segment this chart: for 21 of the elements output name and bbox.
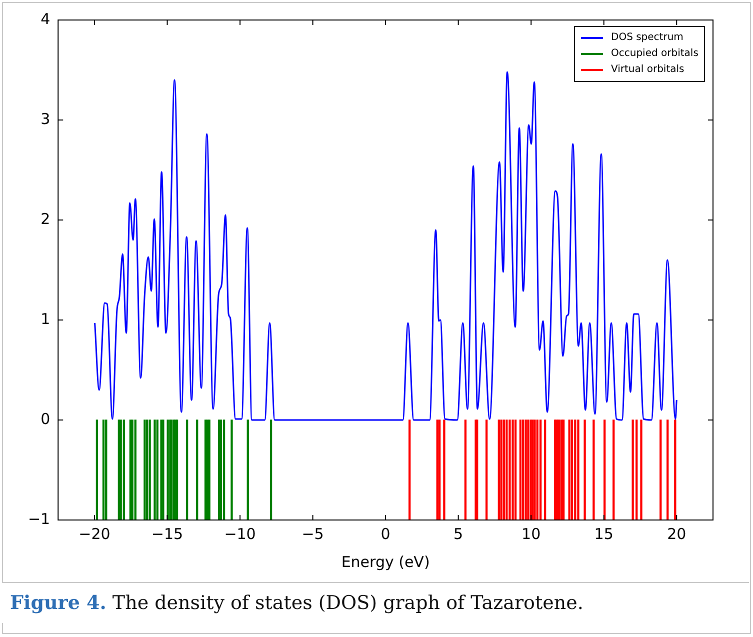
y-tick-label: 3 [40,110,50,128]
caption: Figure 4. [10,592,106,614]
x-tick-label: −20 [78,524,110,543]
text: The density of states (DOS) graph of Tazarotene. [112,592,584,614]
legend-label: Virtual orbitals [611,63,684,77]
x-axis-title: Energy (eV) [341,552,430,571]
x-tick-label: 15 [594,524,614,543]
x-tick-label: 10 [522,524,541,543]
y-tick-label: 4 [40,10,50,28]
x-tick-label: −15 [151,524,184,543]
y-tick-label: 0 [40,410,50,428]
y-tick-label: 1 [40,310,50,328]
x-tick-label: −10 [224,524,256,543]
x-tick-label: 5 [454,524,464,543]
x-tick-label: 0 [380,524,390,543]
legend-label: Occupied orbitals [611,47,698,61]
legend-label: DOS spectrum [611,31,684,45]
x-tick-label: 20 [667,524,686,543]
y-tick-label: −1 [28,510,50,528]
y-tick-label: 2 [40,210,50,228]
x-tick-label: −5 [302,524,324,543]
